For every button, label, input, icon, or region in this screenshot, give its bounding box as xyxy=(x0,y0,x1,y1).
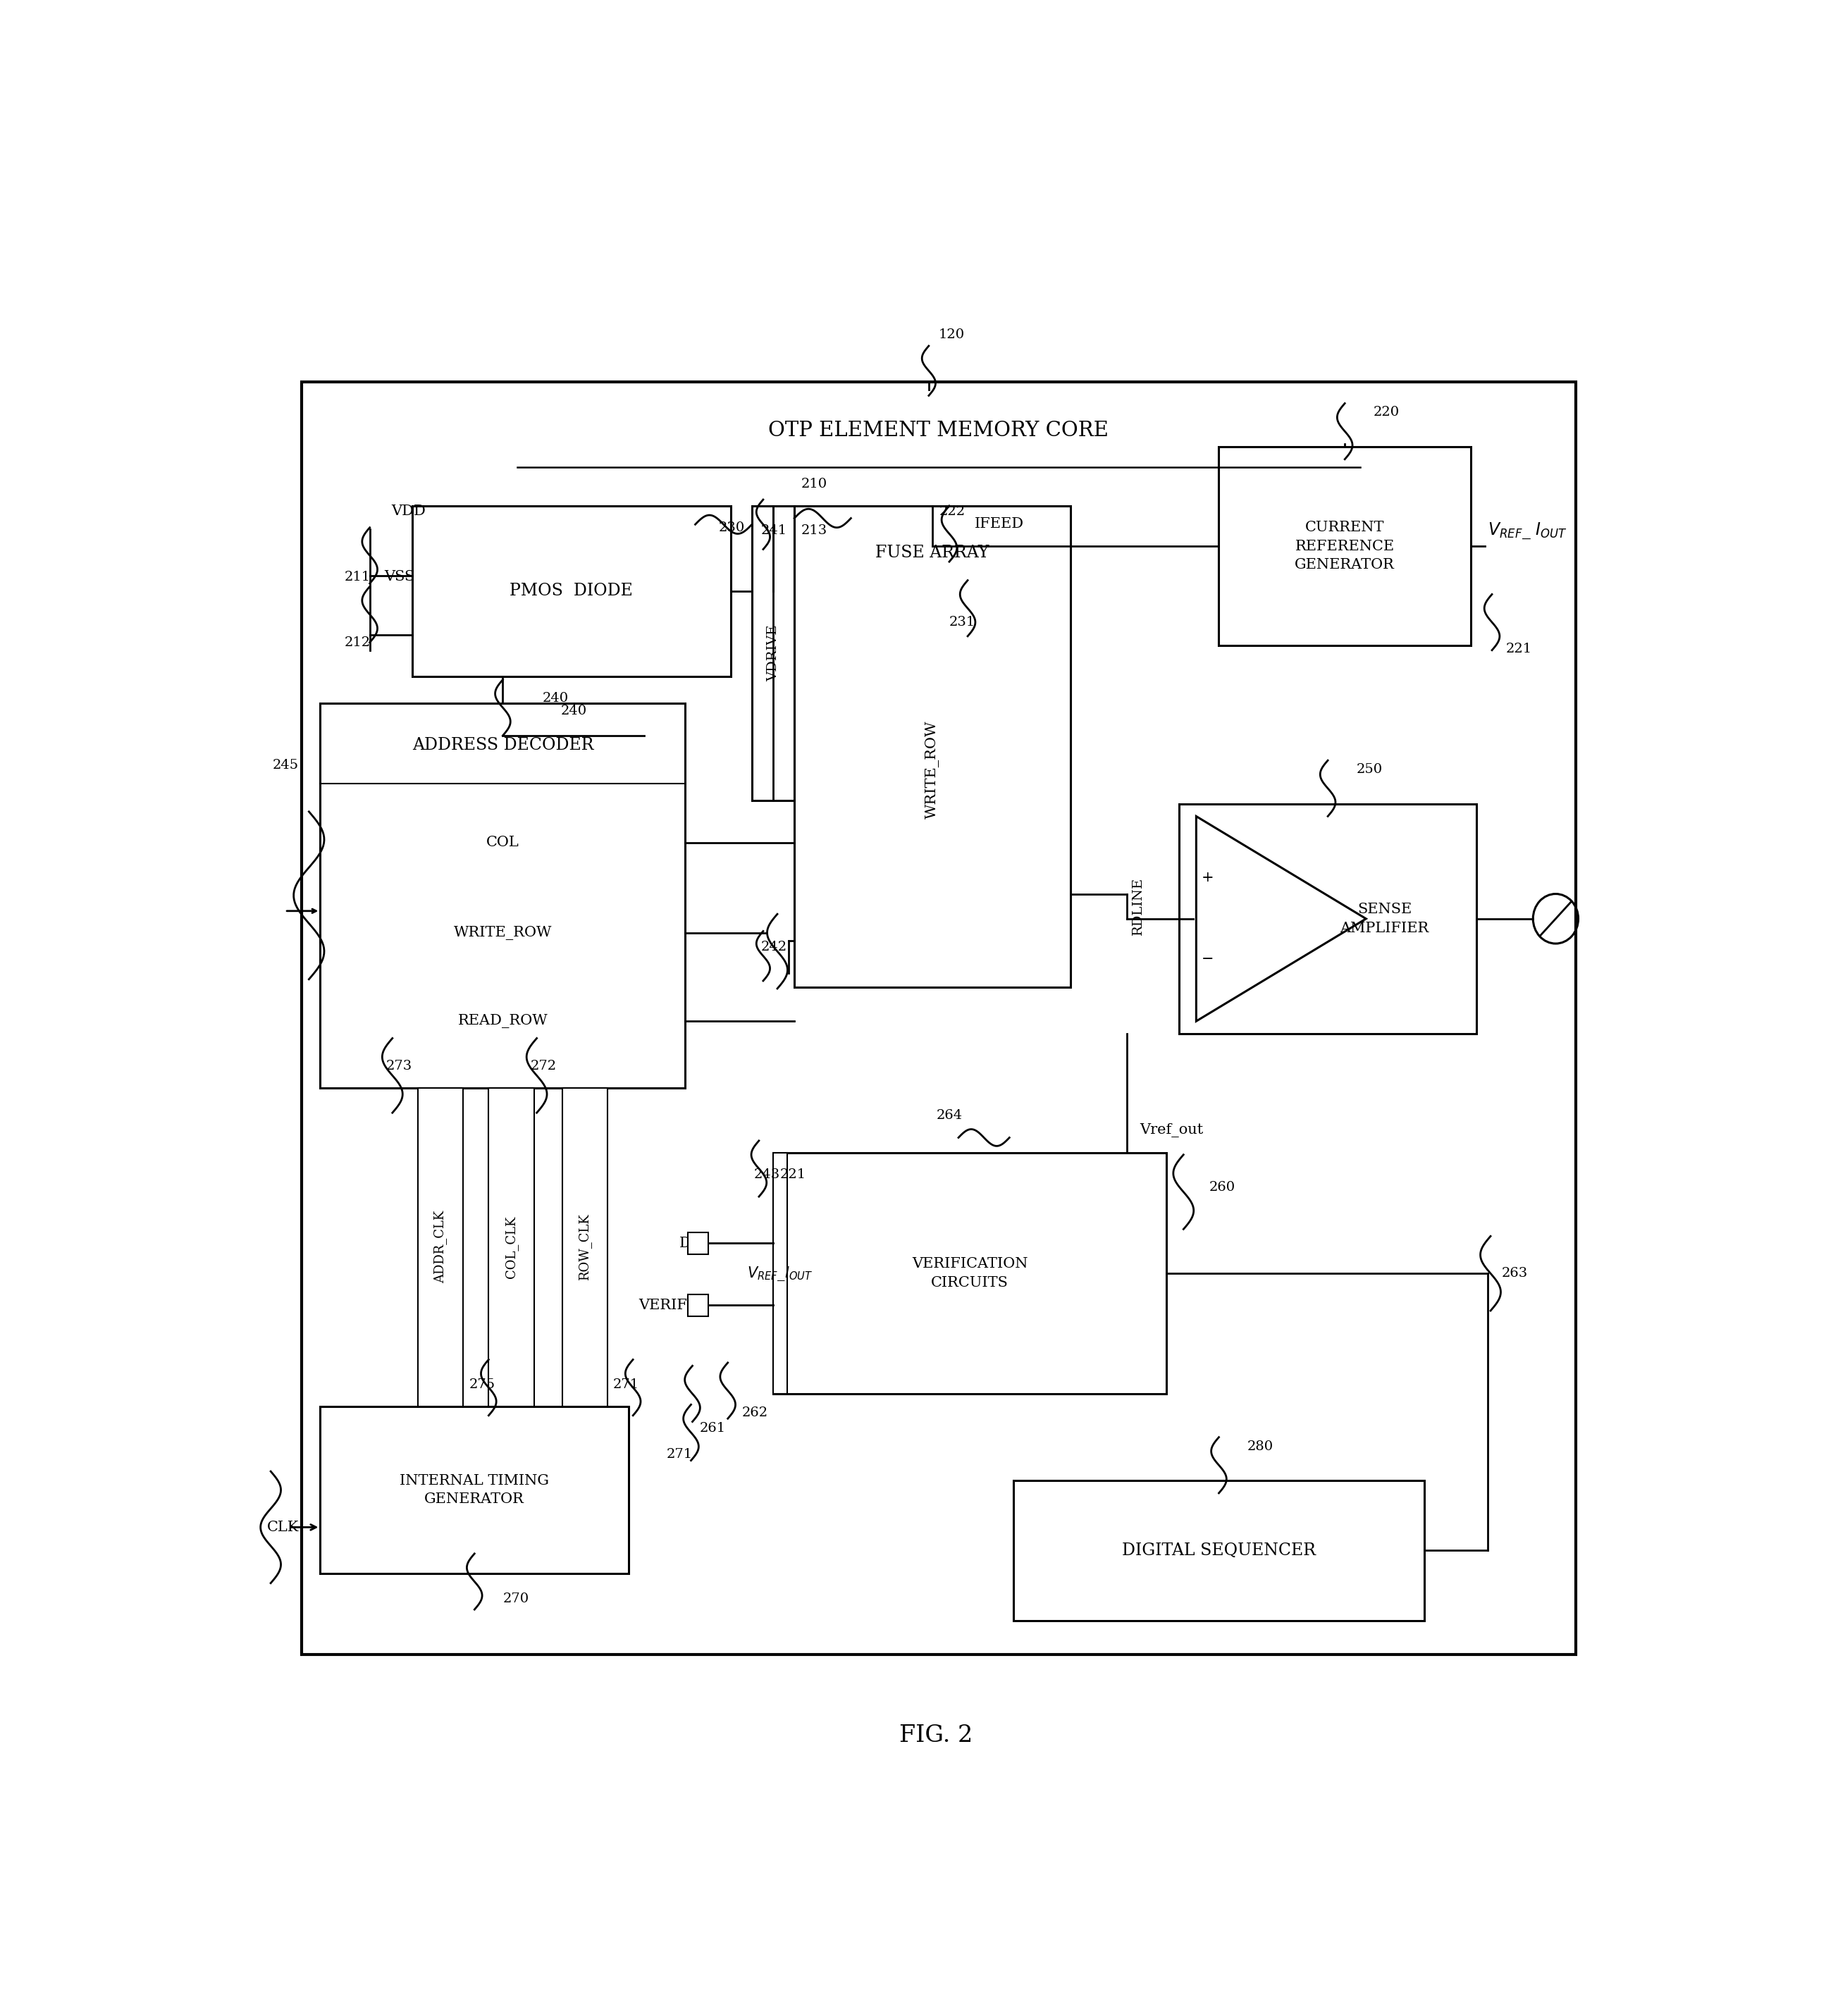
Text: ADDRESS DECODER: ADDRESS DECODER xyxy=(413,738,593,754)
Text: WRITE_ROW: WRITE_ROW xyxy=(453,925,551,939)
Text: +: + xyxy=(1202,871,1214,885)
Text: 240: 240 xyxy=(561,704,586,718)
Text: 243: 243 xyxy=(754,1169,780,1181)
Text: 221: 221 xyxy=(780,1169,807,1181)
Text: DIGITAL SEQUENCER: DIGITAL SEQUENCER xyxy=(1121,1542,1317,1558)
Text: 221: 221 xyxy=(1506,643,1532,655)
Text: 264: 264 xyxy=(937,1109,962,1123)
Text: 231: 231 xyxy=(950,617,975,629)
Text: 241: 241 xyxy=(761,524,787,536)
Bar xyxy=(418,1089,464,1407)
Text: $V_{REF}$_ $I_{OUT}$: $V_{REF}$_ $I_{OUT}$ xyxy=(1488,520,1567,540)
Bar xyxy=(772,1153,787,1393)
Text: 272: 272 xyxy=(530,1060,557,1073)
Text: Vref_out: Vref_out xyxy=(1139,1123,1203,1137)
Text: VERIFY: VERIFY xyxy=(639,1298,698,1312)
Text: 280: 280 xyxy=(1247,1439,1273,1454)
Bar xyxy=(772,1153,1167,1393)
Bar xyxy=(688,1294,708,1316)
Text: OTP ELEMENT MEMORY CORE: OTP ELEMENT MEMORY CORE xyxy=(769,421,1108,439)
Text: 271: 271 xyxy=(614,1379,639,1391)
Text: ROW_CLK: ROW_CLK xyxy=(579,1214,592,1280)
Text: 240: 240 xyxy=(542,691,568,706)
Text: RDLINE: RDLINE xyxy=(1132,877,1145,935)
Text: 270: 270 xyxy=(502,1593,530,1605)
Text: 210: 210 xyxy=(802,478,827,490)
Text: DI: DI xyxy=(679,1236,698,1250)
Text: 271: 271 xyxy=(666,1447,692,1462)
Text: COL: COL xyxy=(486,837,519,849)
Text: 230: 230 xyxy=(718,522,745,534)
Text: 250: 250 xyxy=(1357,764,1382,776)
Text: 245: 245 xyxy=(272,758,299,772)
Text: IFEED: IFEED xyxy=(975,518,1024,530)
Bar xyxy=(562,1089,608,1407)
Text: 213: 213 xyxy=(802,524,827,536)
Text: VDD: VDD xyxy=(391,504,425,518)
Bar xyxy=(794,506,1070,988)
Bar xyxy=(413,506,730,677)
Bar xyxy=(688,1232,708,1254)
Text: 273: 273 xyxy=(385,1060,413,1073)
Text: CLK: CLK xyxy=(267,1520,299,1534)
Bar xyxy=(320,1407,628,1574)
Text: 212: 212 xyxy=(345,637,371,649)
Bar xyxy=(1220,448,1470,645)
Text: PMOS  DIODE: PMOS DIODE xyxy=(509,583,634,599)
Bar xyxy=(1180,804,1477,1034)
Bar xyxy=(301,381,1576,1655)
Text: 211: 211 xyxy=(345,571,371,583)
Text: 222: 222 xyxy=(939,506,966,518)
Bar xyxy=(320,704,685,1089)
Bar xyxy=(1013,1480,1424,1621)
Text: 261: 261 xyxy=(699,1421,725,1433)
Text: VSS: VSS xyxy=(383,571,415,583)
Text: 275: 275 xyxy=(469,1379,495,1391)
Text: −: − xyxy=(1202,954,1214,966)
Text: 242: 242 xyxy=(761,939,787,954)
Text: CURRENT
REFERENCE
GENERATOR: CURRENT REFERENCE GENERATOR xyxy=(1295,520,1395,573)
Text: 263: 263 xyxy=(1501,1268,1528,1280)
Text: INTERNAL TIMING
GENERATOR: INTERNAL TIMING GENERATOR xyxy=(400,1474,550,1506)
Text: FUSE ARRAY: FUSE ARRAY xyxy=(875,544,990,560)
Bar xyxy=(752,506,794,800)
Text: 260: 260 xyxy=(1209,1181,1234,1193)
Text: READ_ROW: READ_ROW xyxy=(458,1014,548,1028)
Text: FIG. 2: FIG. 2 xyxy=(898,1724,973,1746)
Text: 220: 220 xyxy=(1373,405,1399,419)
Text: ADDR_CLK: ADDR_CLK xyxy=(435,1212,447,1284)
Text: 120: 120 xyxy=(939,329,964,341)
Text: 262: 262 xyxy=(741,1407,769,1419)
Text: VDRIVE: VDRIVE xyxy=(767,625,780,681)
Text: $V_{REF}$_$I_{OUT}$: $V_{REF}$_$I_{OUT}$ xyxy=(747,1264,813,1282)
Text: VERIFICATION
CIRCUITS: VERIFICATION CIRCUITS xyxy=(911,1258,1028,1290)
Bar xyxy=(489,1089,533,1407)
Text: SENSE
AMPLIFIER: SENSE AMPLIFIER xyxy=(1340,903,1430,935)
Text: WRITE_ROW: WRITE_ROW xyxy=(926,720,939,818)
Text: COL_CLK: COL_CLK xyxy=(504,1216,519,1278)
